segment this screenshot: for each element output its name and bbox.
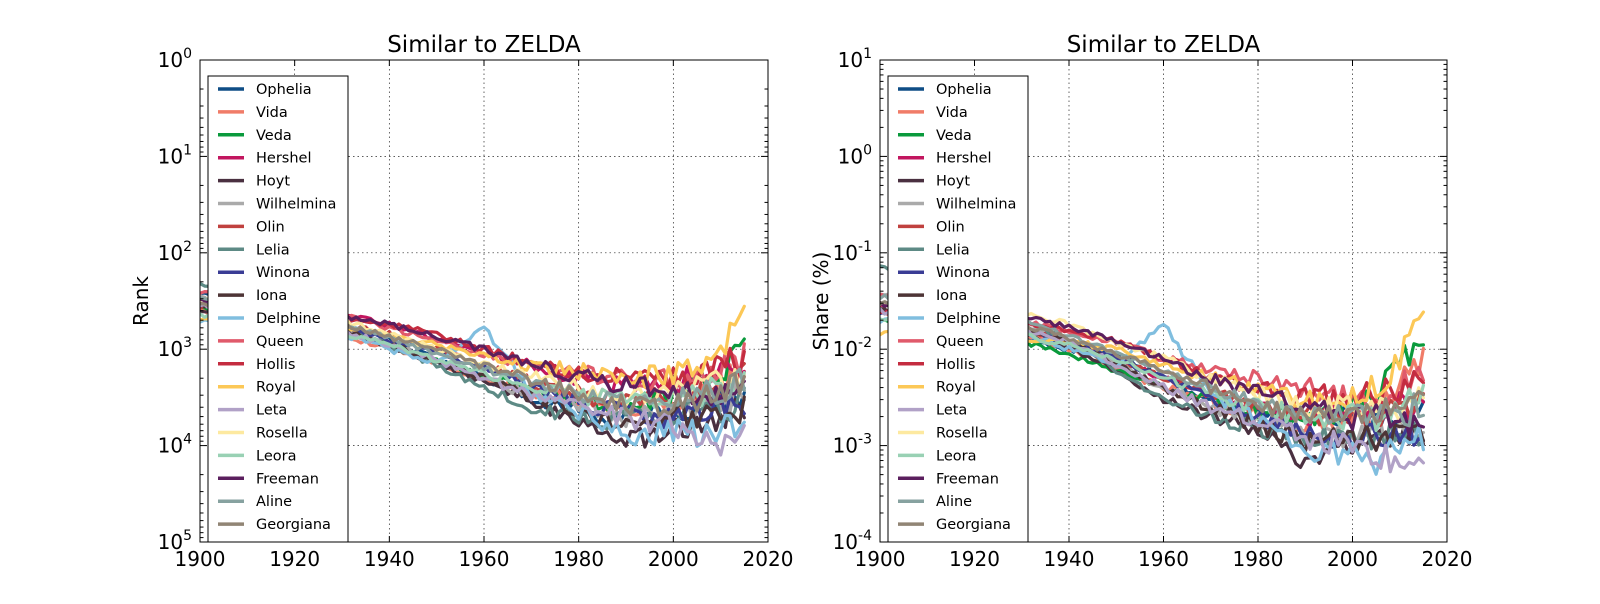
legend-label-hollis: Hollis	[936, 357, 975, 373]
legend-label-hershel: Hershel	[936, 151, 991, 167]
legend-label-vida: Vida	[936, 105, 968, 121]
legend: Ophelia Vida Veda Hershel Hoyt Wilhelmina Olin…	[887, 75, 1029, 543]
chart-title: Similar to ZELDA	[387, 32, 581, 58]
legend-label-winona: Winona	[256, 265, 310, 281]
legend-label-freeman: Freeman	[256, 471, 319, 487]
legend-label-winona: Winona	[936, 265, 990, 281]
y-tick-label: 100	[158, 46, 192, 72]
x-tick-label: 1980	[1233, 547, 1284, 571]
y-tick-label: 102	[158, 239, 192, 265]
legend-label-wilhelmina: Wilhelmina	[936, 197, 1016, 213]
y-tick-label: 10-3	[833, 432, 872, 458]
y-tick-label: 100	[838, 142, 872, 168]
legend-label-queen: Queen	[936, 334, 984, 350]
legend-label-royal: Royal	[936, 380, 976, 396]
legend-label-hershel: Hershel	[256, 151, 311, 167]
legend-label-aline: Aline	[256, 494, 292, 510]
legend-label-lelia: Lelia	[256, 242, 290, 258]
x-tick-label: 2020	[743, 547, 794, 571]
legend: Ophelia Vida Veda Hershel Hoyt Wilhelmina Olin…	[207, 75, 349, 543]
legend-label-hoyt: Hoyt	[256, 174, 290, 190]
legend-label-hollis: Hollis	[256, 357, 295, 373]
legend-label-ophelia: Ophelia	[936, 82, 992, 98]
legend-label-rosella: Rosella	[936, 426, 988, 442]
chart-panel-2: 1900 1920 1940 1960 1980 2000 2020 101 100 10-1 10…	[809, 32, 1472, 571]
legend-label-georgiana: Georgiana	[936, 517, 1011, 533]
legend-label-ophelia: Ophelia	[256, 82, 312, 98]
y-tick-label: 10-1	[833, 239, 872, 265]
x-tick-label: 1920	[949, 547, 1000, 571]
legend-label-georgiana: Georgiana	[256, 517, 331, 533]
legend-label-olin: Olin	[256, 219, 285, 235]
x-tick-label: 1920	[269, 547, 320, 571]
legend-label-veda: Veda	[256, 128, 292, 144]
x-tick-label: 2020	[1422, 547, 1473, 571]
chart-title: Similar to ZELDA	[1067, 32, 1261, 58]
legend-label-lelia: Lelia	[936, 242, 970, 258]
legend-label-freeman: Freeman	[936, 471, 999, 487]
y-tick-label: 101	[838, 46, 872, 72]
y-tick-label: 104	[158, 432, 192, 458]
legend-label-iona: Iona	[936, 288, 967, 304]
y-axis-label: Rank	[129, 276, 153, 326]
x-tick-label: 1900	[855, 547, 906, 571]
y-tick-label: 10-2	[833, 335, 872, 361]
x-tick-label: 1960	[1138, 547, 1189, 571]
x-tick-label: 1940	[364, 547, 415, 571]
y-tick-label: 103	[158, 335, 192, 361]
legend-label-leora: Leora	[936, 448, 976, 464]
y-axis-label: Share (%)	[809, 252, 833, 351]
x-tick-label: 1900	[175, 547, 226, 571]
legend-label-leta: Leta	[936, 403, 967, 419]
legend-label-aline: Aline	[936, 494, 972, 510]
legend-box	[887, 75, 1029, 543]
legend-label-veda: Veda	[936, 128, 972, 144]
legend-label-iona: Iona	[256, 288, 287, 304]
legend-label-delphine: Delphine	[256, 311, 321, 327]
x-tick-label: 1980	[553, 547, 604, 571]
legend-label-royal: Royal	[256, 380, 296, 396]
legend-label-vida: Vida	[256, 105, 288, 121]
legend-box	[207, 75, 349, 543]
x-tick-label: 2000	[1327, 547, 1378, 571]
x-tick-label: 1940	[1044, 547, 1095, 571]
legend-label-queen: Queen	[256, 334, 304, 350]
legend-label-delphine: Delphine	[936, 311, 1001, 327]
legend-label-wilhelmina: Wilhelmina	[256, 197, 336, 213]
y-tick-label: 101	[158, 142, 192, 168]
legend-label-leta: Leta	[256, 403, 287, 419]
chart-panel-1: 1900 1920 1940 1960 1980 2000 2020 100 101 102 103…	[129, 32, 793, 571]
legend-label-hoyt: Hoyt	[936, 174, 970, 190]
legend-label-olin: Olin	[936, 219, 965, 235]
legend-label-rosella: Rosella	[256, 426, 308, 442]
x-tick-label: 2000	[648, 547, 699, 571]
x-tick-label: 1960	[459, 547, 510, 571]
legend-label-leora: Leora	[256, 448, 296, 464]
